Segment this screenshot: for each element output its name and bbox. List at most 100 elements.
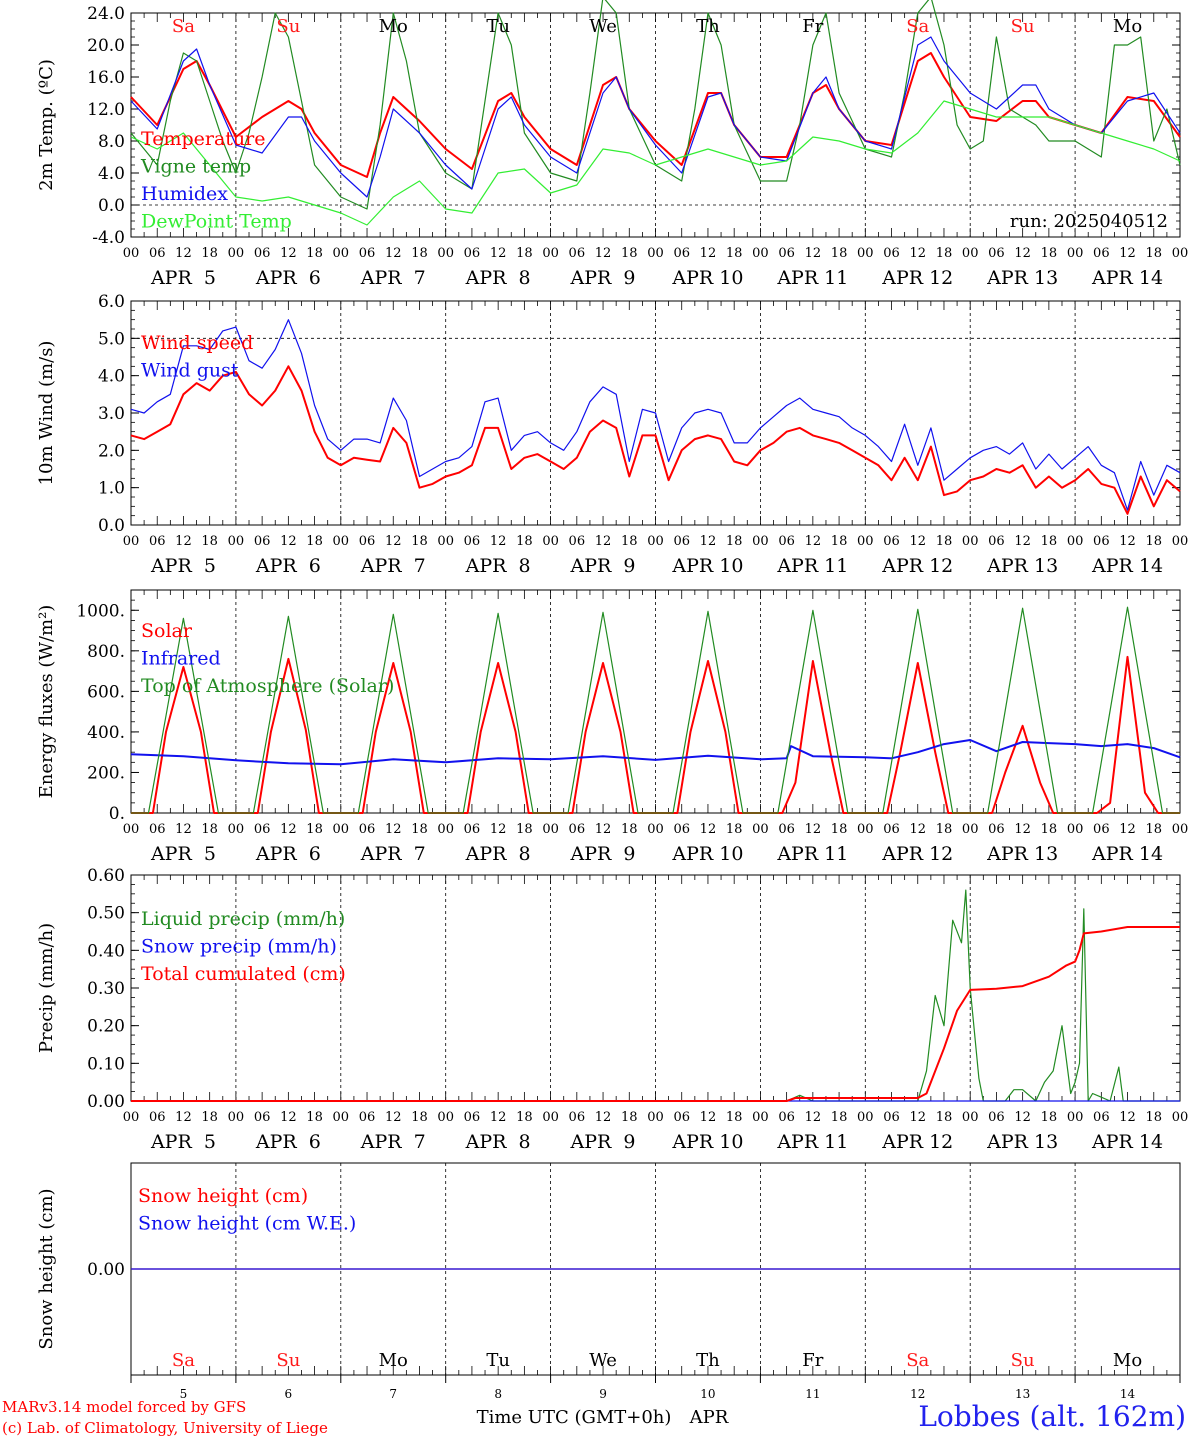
date-label: APR 7: [360, 555, 426, 577]
hour-tick-label: 00: [123, 246, 140, 261]
y-tick-label: 0.0: [98, 516, 125, 536]
panel-1: -4.0 0.0 4.0 8.0 12.0 16.0 20.0 24.0 2m Temp. (º…: [36, 0, 1188, 289]
date-label: APR 11: [776, 843, 848, 865]
hour-tick-label: 18: [201, 246, 218, 261]
hour-tick-label: 18: [726, 1110, 743, 1125]
date-label: APR 13: [986, 1131, 1058, 1153]
y-tick-label: 0.00: [87, 1092, 125, 1112]
hour-tick-label: 12: [490, 1110, 507, 1125]
hour-tick-label: 00: [647, 534, 664, 549]
weekday-label: Sa: [172, 16, 195, 37]
hour-tick-label: 00: [962, 534, 979, 549]
hour-tick-label: 18: [621, 1110, 638, 1125]
hour-tick-label: 18: [516, 534, 533, 549]
hour-tick-label: 00: [647, 246, 664, 261]
legend-entry: Solar: [141, 620, 193, 642]
hour-tick-label: 18: [516, 822, 533, 837]
y-tick-label: 600.: [87, 682, 125, 702]
y-tick-label: 16.0: [87, 68, 125, 88]
hour-tick-label: 12: [595, 246, 612, 261]
hour-tick-label: 12: [280, 1110, 297, 1125]
hour-tick-label: 00: [333, 822, 350, 837]
legend-entry: Temperature: [141, 128, 265, 150]
hour-tick-label: 12: [1014, 246, 1031, 261]
date-label: APR 11: [776, 1131, 848, 1153]
hour-tick-label: 00: [1067, 534, 1084, 549]
hour-tick-label: 06: [464, 246, 481, 261]
hour-tick-label: 18: [201, 534, 218, 549]
y-tick-label: 1000.: [76, 601, 125, 621]
run-label: run: 2025040512: [1010, 211, 1168, 232]
hour-tick-label: 12: [1014, 534, 1031, 549]
hour-tick-label: 06: [883, 1110, 900, 1125]
hour-tick-label: 12: [909, 246, 926, 261]
y-axis-label: Energy fluxes (W/m²): [36, 605, 57, 799]
hour-tick-label: 12: [805, 534, 822, 549]
y-tick-label: 0.50: [87, 904, 125, 924]
y-tick-label: 0.0: [98, 196, 125, 216]
hour-tick-label: 12: [595, 1110, 612, 1125]
day-number: 9: [599, 1387, 607, 1401]
legend-entry: Wind speed: [141, 332, 253, 354]
hour-tick-label: 18: [936, 1110, 953, 1125]
date-label: APR 10: [671, 1131, 743, 1153]
y-tick-label: 400.: [87, 723, 125, 743]
date-label: APR 12: [881, 843, 953, 865]
legend-entry: Snow height (cm): [138, 1185, 308, 1207]
hour-tick-label: 00: [857, 822, 874, 837]
hour-tick-label: 06: [673, 1110, 690, 1125]
date-label: APR 5: [150, 555, 216, 577]
hour-tick-label: 12: [385, 246, 402, 261]
series-line: [130, 36, 1181, 198]
hour-tick-label: 12: [280, 246, 297, 261]
date-label: APR 11: [776, 267, 848, 289]
hour-tick-label: 06: [1093, 1110, 1110, 1125]
hour-tick-label: 18: [1041, 822, 1058, 837]
weekday-label: Mo: [379, 1350, 408, 1371]
y-tick-label: 20.0: [87, 36, 125, 56]
hour-tick-label: 12: [490, 534, 507, 549]
weekday-label: Fr: [802, 16, 823, 37]
y-axis-label: Precip (mm/h): [36, 923, 57, 1053]
hour-tick-label: 12: [1119, 534, 1136, 549]
hour-tick-label: 18: [936, 246, 953, 261]
hour-tick-label: 06: [778, 822, 795, 837]
hour-tick-label: 00: [123, 534, 140, 549]
hour-tick-label: 12: [175, 822, 192, 837]
hour-tick-label: 12: [280, 534, 297, 549]
hour-tick-label: 00: [962, 1110, 979, 1125]
hour-tick-label: 00: [333, 246, 350, 261]
day-number: 8: [494, 1387, 502, 1401]
x-axis-month: APR: [689, 1407, 729, 1428]
legend-entry: Vigne temp: [140, 156, 251, 178]
station-name: Lobbes (alt. 162m): [918, 1400, 1186, 1433]
hour-tick-label: 06: [359, 534, 376, 549]
hour-tick-label: 06: [569, 534, 586, 549]
hour-tick-label: 06: [988, 534, 1005, 549]
hour-tick-label: 06: [569, 246, 586, 261]
hour-tick-label: 06: [569, 1110, 586, 1125]
hour-tick-label: 00: [542, 246, 559, 261]
y-tick-label: 0.60: [87, 866, 125, 886]
hour-tick-label: 18: [726, 534, 743, 549]
date-label: APR 12: [881, 1131, 953, 1153]
hour-tick-label: 00: [542, 1110, 559, 1125]
hour-tick-label: 12: [700, 1110, 717, 1125]
series-line: [130, 319, 1181, 511]
hour-tick-label: 06: [883, 246, 900, 261]
hour-tick-label: 06: [883, 822, 900, 837]
y-tick-label: -4.0: [92, 228, 125, 248]
y-tick-label: 0.40: [87, 941, 125, 961]
hour-tick-label: 06: [988, 1110, 1005, 1125]
date-label: APR 13: [986, 267, 1058, 289]
y-tick-label: 8.0: [98, 132, 125, 152]
day-number: 5: [180, 1387, 188, 1401]
date-label: APR 14: [1091, 843, 1163, 865]
legend-entry: Top of Atmosphere (Solar): [141, 675, 394, 697]
series-line: [131, 889, 1180, 1102]
hour-tick-label: 06: [673, 822, 690, 837]
hour-tick-label: 00: [123, 1110, 140, 1125]
date-label: APR 14: [1091, 1131, 1163, 1153]
hour-tick-label: 18: [1041, 1110, 1058, 1125]
hour-tick-label: 06: [254, 822, 271, 837]
